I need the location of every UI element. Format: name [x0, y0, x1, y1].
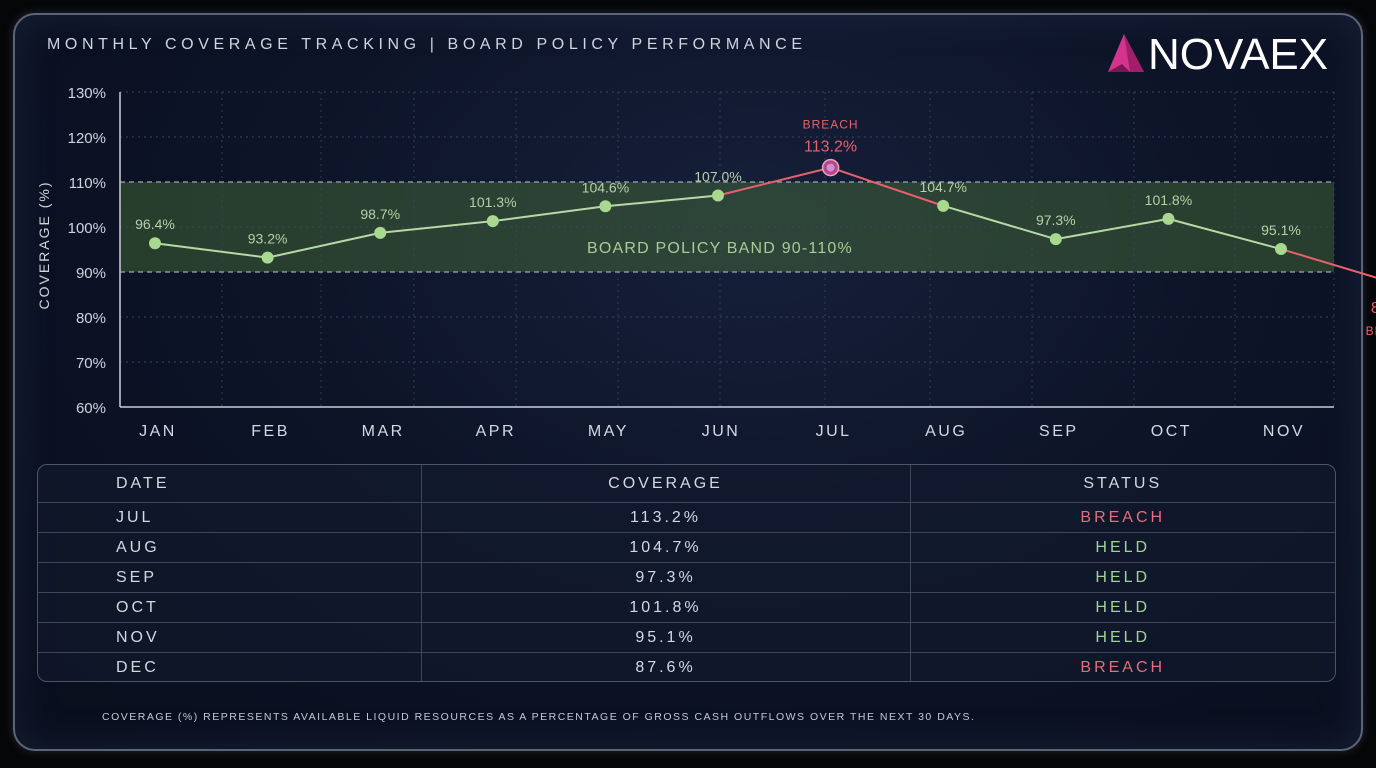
data-label: 96.4% [135, 216, 175, 232]
cell-date: NOV [38, 622, 422, 653]
cell-date: JUL [38, 502, 422, 533]
data-label: 113.2% [804, 139, 857, 156]
table-row: OCT 101.8% HELD [38, 592, 1335, 623]
policy-band-label: BOARD POLICY BAND 90-110% [587, 240, 853, 257]
column-header-coverage: COVERAGE [421, 465, 911, 503]
breach-annotation: BREACH [1366, 324, 1376, 338]
data-label: 104.6% [582, 179, 629, 195]
x-tick-label: NOV [1263, 423, 1305, 440]
y-tick-label: 90% [76, 265, 106, 282]
cell-status: HELD [910, 532, 1335, 563]
data-point-core [826, 163, 835, 172]
series-line-segment [942, 204, 1057, 241]
cell-status: BREACH [910, 502, 1335, 533]
cell-coverage: 113.2% [421, 502, 911, 533]
data-label: 97.3% [1036, 212, 1076, 228]
table-row: SEP 97.3% HELD [38, 562, 1335, 593]
x-tick-label: JUN [702, 423, 741, 440]
cell-coverage: 87.6% [421, 652, 911, 681]
cell-coverage: 101.8% [421, 592, 911, 623]
cell-coverage: 97.3% [421, 562, 911, 593]
data-point [599, 200, 612, 213]
data-point [1162, 212, 1175, 225]
series-line-segment [267, 231, 381, 259]
y-axis-label: COVERAGE (%) [36, 180, 52, 309]
y-tick-label: 100% [68, 220, 106, 237]
brand-logo-icon [1108, 34, 1144, 72]
x-tick-label: OCT [1151, 423, 1192, 440]
series-line-segment [380, 220, 493, 234]
footnote: COVERAGE (%) REPRESENTS AVAILABLE LIQUID… [102, 711, 976, 723]
table-row: NOV 95.1% HELD [38, 622, 1335, 653]
coverage-table: DATE COVERAGE STATUS JUL 113.2% BREACH A… [37, 464, 1336, 682]
cell-status: HELD [910, 592, 1335, 623]
cell-status: BREACH [1080, 658, 1166, 676]
y-tick-label: 120% [68, 130, 106, 147]
page-title: MONTHLY COVERAGE TRACKING | BOARD POLICY… [47, 36, 807, 53]
cell-status: HELD [910, 622, 1335, 653]
series-line-segment [830, 166, 944, 207]
brand-name: NOVAEX [1148, 30, 1329, 79]
y-tick-label: 80% [76, 310, 106, 327]
x-tick-label: MAR [362, 423, 405, 440]
cell-status: HELD [910, 562, 1335, 593]
brand-logo: NOVAEX [1106, 32, 1338, 78]
column-header-date: DATE [38, 465, 422, 503]
series-line-segment [605, 194, 719, 208]
data-point [1049, 233, 1062, 246]
column-header-status: STATUS [910, 465, 1335, 503]
table-header-row: DATE COVERAGE STATUS [38, 465, 1335, 503]
cell-date: DEC [38, 652, 422, 681]
x-tick-label: SEP [1039, 423, 1079, 440]
data-point [374, 226, 387, 239]
table-row: AUG 104.7% HELD [38, 532, 1335, 563]
y-tick-label: 130% [68, 85, 106, 102]
table-row: DEC 87.6% BREACH [38, 652, 1335, 681]
series-line-segment [1280, 248, 1376, 279]
series-line-segment [717, 166, 831, 197]
x-tick-label: APR [476, 423, 516, 440]
cell-date: OCT [38, 592, 422, 623]
series-line-segment [154, 242, 268, 259]
table-row: JUL 113.2% BREACH [38, 502, 1335, 533]
x-tick-label: MAY [588, 423, 629, 440]
x-tick-label: JUL [816, 423, 852, 440]
data-label: 104.7% [919, 179, 966, 195]
y-tick-label: 110% [69, 175, 106, 192]
data-label: 107.0% [694, 169, 741, 185]
cell-date: SEP [38, 562, 422, 593]
breach-annotation: BREACH [803, 118, 859, 132]
data-label: 93.2% [248, 231, 288, 247]
data-point [937, 199, 950, 212]
y-tick-label: 70% [76, 355, 106, 372]
y-tick-label: 60% [76, 400, 106, 417]
x-tick-label: AUG [925, 423, 967, 440]
data-point [149, 237, 161, 250]
data-point [712, 189, 724, 202]
cell-coverage: 104.7% [421, 532, 911, 563]
data-label: 95.1% [1261, 222, 1301, 238]
x-tick-label: JAN [139, 423, 177, 440]
data-point [486, 215, 499, 228]
coverage-line-chart: 60% 70% 80% 90% 100% 110% 120% 130% COVERAGE (%)… [36, 85, 1376, 440]
series-line-segment [1168, 217, 1282, 251]
data-label: 101.3% [469, 194, 516, 210]
data-label: 101.8% [1145, 192, 1192, 208]
cell-date: AUG [38, 532, 422, 563]
series-line-segment [492, 205, 606, 223]
x-tick-label: FEB [251, 423, 290, 440]
data-point [1275, 243, 1287, 256]
data-point [261, 251, 274, 264]
data-label: 87.6% [1371, 300, 1376, 317]
series-line-segment [1055, 217, 1169, 241]
data-label: 98.7% [360, 206, 400, 222]
cell-coverage: 95.1% [421, 622, 911, 653]
